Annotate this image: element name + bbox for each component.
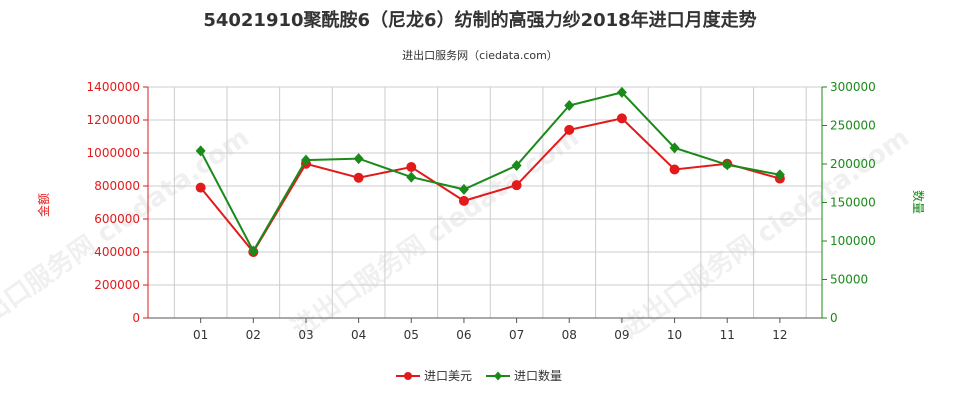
y-left-tick-label: 1200000	[87, 113, 140, 127]
data-point-quantity	[458, 183, 469, 195]
data-point-value	[195, 182, 206, 193]
data-point-quantity	[300, 154, 311, 166]
data-point-value	[669, 164, 680, 175]
x-tick-label: 03	[298, 328, 313, 342]
legend-label: 进口美元	[424, 369, 472, 383]
data-point-value	[616, 113, 627, 124]
data-point-value	[458, 195, 469, 206]
y-right-tick-label: 200000	[830, 157, 876, 171]
y-left-axis-label: 金额	[36, 193, 51, 217]
y-right-tick-label: 250000	[830, 119, 876, 133]
legend-marker	[404, 372, 412, 380]
data-point-quantity	[722, 159, 733, 171]
data-point-quantity	[669, 142, 680, 154]
x-tick-label: 09	[614, 328, 629, 342]
data-point-value	[511, 180, 522, 191]
data-point-value	[564, 124, 575, 135]
y-left-tick-label: 200000	[94, 278, 140, 292]
chart-subtitle: 进出口服务网（ciedata.com）	[402, 49, 558, 62]
y-right-tick-label: 0	[830, 311, 838, 325]
y-left-tick-label: 0	[132, 311, 140, 325]
y-left-tick-label: 600000	[94, 212, 140, 226]
data-point-value	[353, 172, 364, 183]
data-point-quantity	[353, 153, 364, 165]
y-left-tick-label: 400000	[94, 245, 140, 259]
y-left-tick-label: 800000	[94, 179, 140, 193]
data-point-quantity	[406, 171, 417, 183]
data-point-quantity	[774, 169, 785, 181]
legend-marker	[494, 371, 502, 381]
x-tick-label: 05	[404, 328, 419, 342]
series-line-value	[199, 117, 781, 254]
data-point-quantity	[564, 99, 575, 111]
data-point-quantity	[616, 86, 627, 98]
x-tick-label: 11	[720, 328, 735, 342]
series-line-quantity	[199, 91, 781, 254]
chart-title: 54021910聚酰胺6（尼龙6）纺制的高强力纱2018年进口月度走势	[203, 10, 757, 31]
x-tick-label: 07	[509, 328, 524, 342]
data-point-quantity	[248, 245, 259, 257]
watermark-1: 进出口服务网 ciedata.com	[286, 123, 584, 345]
x-tick-label: 06	[456, 328, 471, 342]
legend-label: 进口数量	[514, 368, 562, 383]
y-left-tick-label: 1400000	[87, 80, 140, 94]
x-tick-label: 10	[667, 328, 682, 342]
y-right-tick-label: 100000	[830, 234, 876, 248]
y-right-tick-label: 50000	[830, 273, 868, 287]
data-point-value	[406, 162, 417, 173]
x-tick-label: 02	[246, 328, 261, 342]
data-point-quantity	[195, 145, 206, 157]
x-tick-label: 12	[772, 328, 787, 342]
x-tick-label: 08	[562, 328, 577, 342]
y-right-axis-label: 数量	[911, 190, 926, 214]
x-tick-label: 04	[351, 328, 366, 342]
y-right-tick-label: 300000	[830, 80, 876, 94]
y-right-tick-label: 150000	[830, 196, 876, 210]
data-point-quantity	[511, 160, 522, 172]
x-tick-label: 01	[193, 328, 208, 342]
y-left-tick-label: 1000000	[87, 146, 140, 160]
